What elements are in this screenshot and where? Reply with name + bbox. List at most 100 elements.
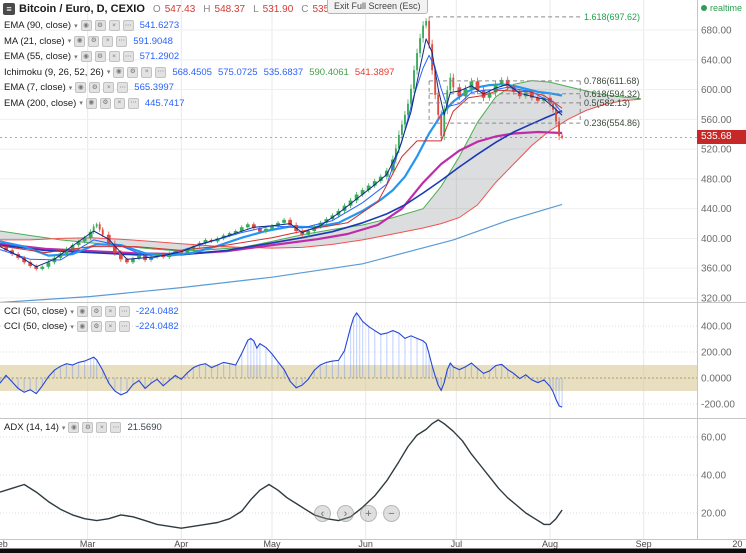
chevron-down-icon[interactable]: ▾ <box>79 100 83 107</box>
visibility-icon[interactable]: ◉ <box>80 51 92 62</box>
settings-icon[interactable]: ⚙ <box>90 306 102 317</box>
visibility-icon[interactable]: ◉ <box>68 422 80 433</box>
visibility-icon[interactable]: ◉ <box>76 306 88 317</box>
visibility-icon[interactable]: ◉ <box>74 35 86 47</box>
delete-icon[interactable]: × <box>113 97 125 109</box>
indicator-value: -224.0482 <box>135 306 179 317</box>
delete-icon[interactable]: × <box>104 306 116 317</box>
delete-icon[interactable]: × <box>102 35 114 47</box>
cci-pane[interactable] <box>0 312 697 408</box>
indicator-title[interactable]: ADX (14, 14) <box>4 422 59 433</box>
realtime-dot-icon <box>701 5 707 11</box>
delete-icon[interactable]: × <box>108 20 120 31</box>
visibility-icon[interactable]: ◉ <box>75 82 87 93</box>
settings-icon[interactable]: ⚙ <box>99 97 111 109</box>
indicator-title[interactable]: Ichimoku (9, 26, 52, 26) <box>4 66 104 78</box>
chart-nav-buttons: ‹ › + − <box>314 505 400 522</box>
indicator-legend-row: Ichimoku (9, 26, 52, 26) ▾ ◉ ⚙ × ⋯ 568.4505 575… <box>4 66 394 78</box>
more-icon[interactable]: ⋯ <box>117 82 129 93</box>
main-price-pane[interactable] <box>0 16 697 303</box>
more-icon[interactable]: ⋯ <box>122 51 134 62</box>
chevron-down-icon[interactable]: ▾ <box>74 53 78 61</box>
settings-icon[interactable]: ⚙ <box>94 51 106 62</box>
indicator-title[interactable]: EMA (55, close) <box>4 51 72 62</box>
chevron-down-icon[interactable]: ▾ <box>74 22 78 30</box>
more-icon[interactable]: ⋯ <box>110 422 122 433</box>
symbol-title[interactable]: Bitcoin / Euro, D, CEXIO <box>19 3 145 15</box>
realtime-label: realtime <box>710 3 743 13</box>
more-icon[interactable]: ⋯ <box>116 35 128 47</box>
indicator-title[interactable]: EMA (90, close) <box>4 20 72 31</box>
indicator-title[interactable]: MA (21, close) <box>4 35 65 47</box>
indicator-legend-row: EMA (90, close) ▾ ◉ ⚙ × ⋯ 541.6273 <box>4 20 179 31</box>
ohlc-high-value: 548.37 <box>214 3 246 15</box>
indicator-title[interactable]: EMA (200, close) <box>4 97 77 109</box>
fib-level-label[interactable]: 0.236(554.86) <box>584 118 641 129</box>
indicator-title[interactable]: CCI (50, close) <box>4 306 68 317</box>
fib-level-label[interactable]: 0.5(582.13) <box>584 97 631 108</box>
fib-level-label[interactable]: 1.618(697.62) <box>584 11 641 22</box>
indicator-legend-row: CCI (50, close) ▾ ◉ ⚙ × ⋯ -224.0482 <box>4 321 179 332</box>
ohlc-high-label: H <box>203 3 211 15</box>
price-axis-label: 440.00 <box>701 204 732 215</box>
more-icon[interactable]: ⋯ <box>122 20 134 31</box>
price-axis-label: 320.00 <box>701 294 732 305</box>
indicator-title[interactable]: CCI (50, close) <box>4 321 68 332</box>
chevron-down-icon[interactable]: ▾ <box>68 84 73 92</box>
chevron-down-icon[interactable]: ▾ <box>70 323 74 331</box>
visibility-icon[interactable]: ◉ <box>85 97 97 109</box>
time-axis-label: Sep <box>636 539 652 549</box>
zoom-out-button[interactable]: − <box>383 505 400 522</box>
delete-icon[interactable]: × <box>104 321 116 332</box>
time-axis-label: Mar <box>80 539 96 549</box>
settings-icon[interactable]: ⚙ <box>82 422 94 433</box>
delete-icon[interactable]: × <box>103 82 115 93</box>
indicator-value: 571.2902 <box>139 51 180 62</box>
zoom-in-button[interactable]: + <box>360 505 377 522</box>
settings-icon[interactable]: ⚙ <box>127 66 139 78</box>
chevron-down-icon[interactable]: ▾ <box>70 308 74 316</box>
price-axis-label: 480.00 <box>701 174 732 185</box>
more-icon[interactable]: ⋯ <box>118 306 130 317</box>
delete-icon[interactable]: × <box>141 66 153 78</box>
visibility-icon[interactable]: ◉ <box>80 20 92 31</box>
indicator-value: 21.5690 <box>127 422 162 433</box>
chevron-down-icon[interactable]: ▾ <box>61 424 66 432</box>
cci-axis-label: 0.0000 <box>701 374 732 385</box>
settings-icon[interactable]: ⚙ <box>94 20 106 31</box>
settings-icon[interactable]: ⚙ <box>89 82 101 93</box>
indicator-value: 541.6273 <box>139 20 180 31</box>
symbol-menu-icon[interactable]: ≡ <box>3 3 15 15</box>
ema-90-line <box>0 130 563 256</box>
chevron-down-icon[interactable]: ▾ <box>106 69 111 76</box>
visibility-icon[interactable]: ◉ <box>76 321 88 332</box>
price-axis-label: 600.00 <box>701 85 732 96</box>
exit-fullscreen-button[interactable]: Exit Full Screen (Esc) <box>327 0 428 14</box>
more-icon[interactable]: ⋯ <box>155 66 167 78</box>
senkou-b-line <box>0 98 641 249</box>
delete-icon[interactable]: × <box>96 422 108 433</box>
last-price-badge: 535.68 <box>697 130 746 145</box>
realtime-badge: realtime <box>701 3 742 13</box>
scroll-right-button[interactable]: › <box>337 505 354 522</box>
fib-level-label[interactable]: 0.618(594.32) <box>584 88 641 99</box>
settings-icon[interactable]: ⚙ <box>90 321 102 332</box>
indicator-title[interactable]: EMA (7, close) <box>4 82 66 93</box>
ohlc-open-label: O <box>152 3 161 15</box>
time-axis-label: Jul <box>451 539 463 549</box>
fib-level-label[interactable]: 0.786(611.68) <box>584 75 640 86</box>
cci-axis-label: 400.00 <box>701 322 732 333</box>
chevron-down-icon[interactable]: ▾ <box>67 38 72 45</box>
cci-line <box>0 312 563 408</box>
scroll-left-button[interactable]: ‹ <box>314 505 331 522</box>
price-axis-label: 360.00 <box>701 264 732 275</box>
more-icon[interactable]: ⋯ <box>118 321 130 332</box>
visibility-icon[interactable]: ◉ <box>113 66 125 78</box>
cci-axis-label: 200.00 <box>701 348 732 359</box>
more-icon[interactable]: ⋯ <box>127 97 139 109</box>
delete-icon[interactable]: × <box>108 51 120 62</box>
indicator-legend-row: ADX (14, 14) ▾ ◉ ⚙ × ⋯ 21.5690 <box>4 422 162 433</box>
settings-icon[interactable]: ⚙ <box>88 35 100 47</box>
time-axis-label: 20 <box>732 539 742 549</box>
